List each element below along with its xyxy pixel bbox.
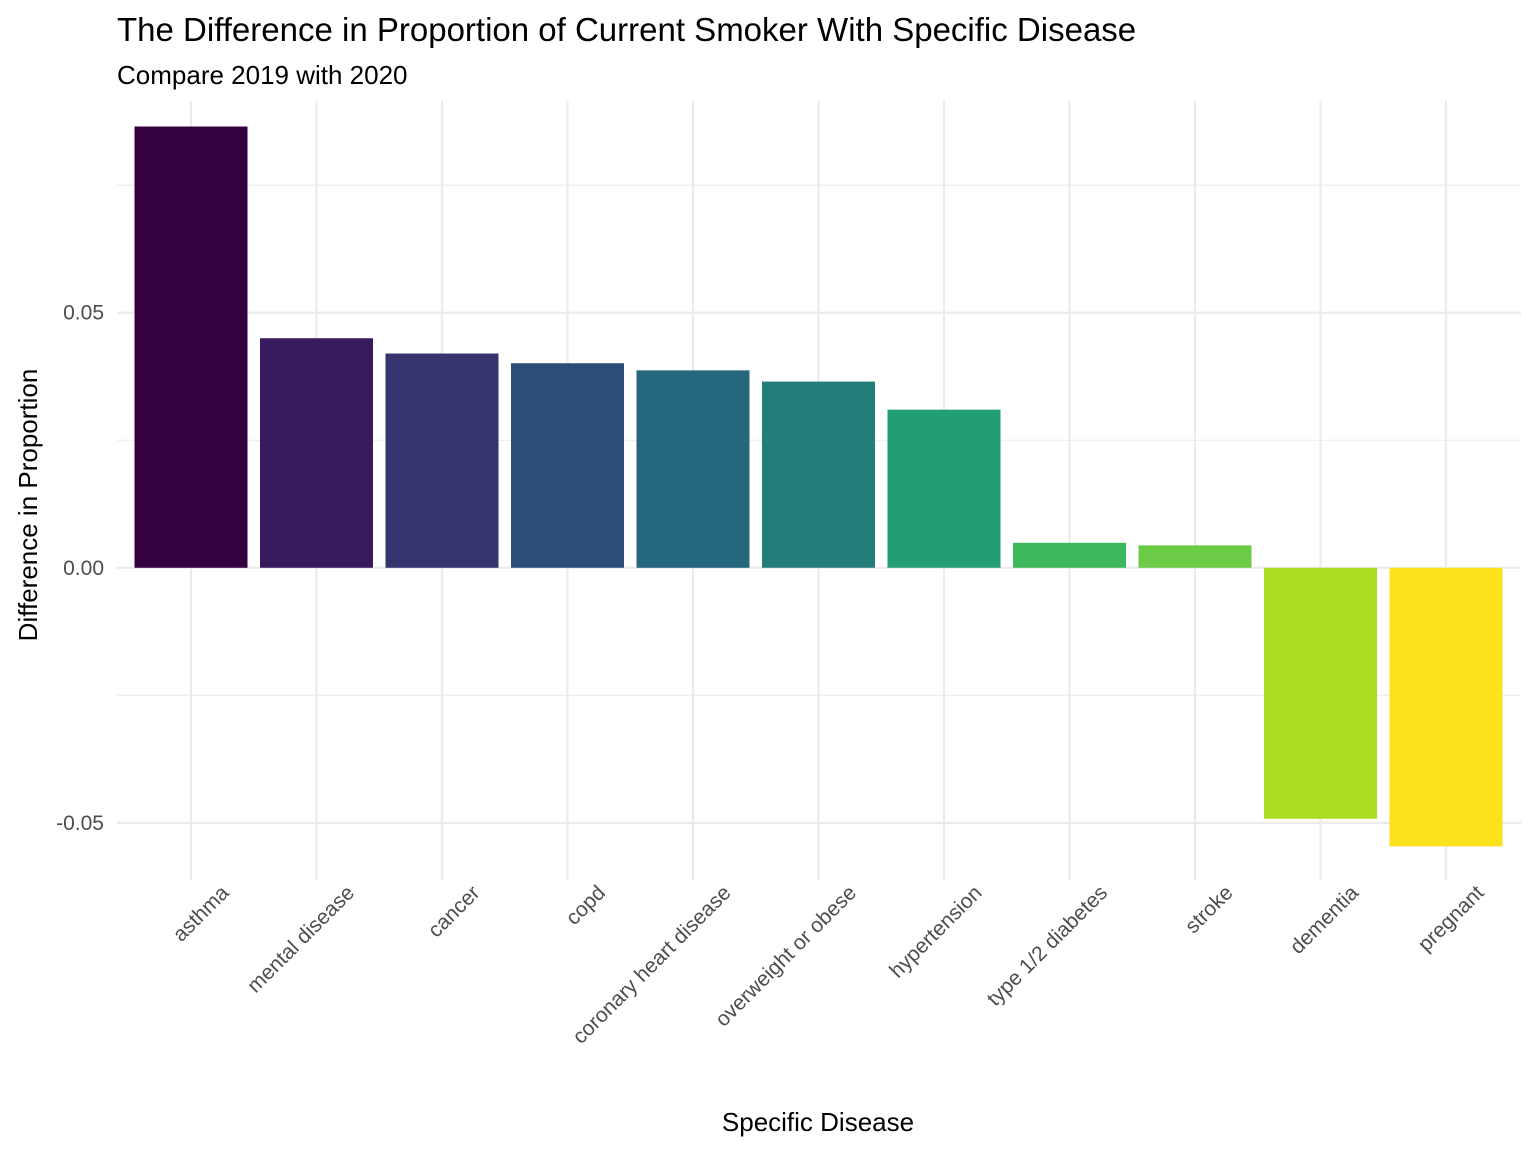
x-tick-label: overweight or obese [711, 881, 861, 1031]
y-tick-label: 0.00 [63, 557, 104, 580]
bars [134, 126, 1503, 847]
bar [887, 409, 1001, 568]
bar [762, 381, 875, 568]
y-tick-label: 0.05 [63, 302, 104, 325]
x-tick-label: cancer [424, 881, 485, 942]
bar [636, 370, 750, 568]
chart-subtitle: Compare 2019 with 2020 [117, 60, 408, 90]
x-tick-label: asthma [169, 881, 234, 946]
x-tick-label: stroke [1181, 881, 1238, 938]
x-tick-label: mental disease [243, 881, 359, 997]
chart-title: The Difference in Proportion of Current … [117, 11, 1136, 48]
bar [1264, 567, 1377, 819]
x-tick-label: copd [562, 881, 610, 929]
bar [385, 353, 499, 568]
x-tick-label: type 1/2 diabetes [983, 881, 1112, 1010]
x-tick-label: hypertension [885, 881, 986, 982]
bar [260, 338, 373, 568]
y-axis-ticks: -0.05 0.00 0.05 [56, 302, 104, 835]
x-axis-title: Specific Disease [722, 1107, 914, 1137]
bar [134, 126, 248, 568]
bar [1138, 545, 1252, 568]
y-tick-label: -0.05 [56, 812, 104, 835]
bar [511, 363, 624, 568]
bar [1013, 542, 1126, 568]
x-tick-label: pregnant [1414, 881, 1489, 956]
x-tick-label: dementia [1286, 881, 1364, 959]
y-axis-title: Difference in Proportion [13, 369, 43, 642]
bar [1389, 567, 1503, 847]
